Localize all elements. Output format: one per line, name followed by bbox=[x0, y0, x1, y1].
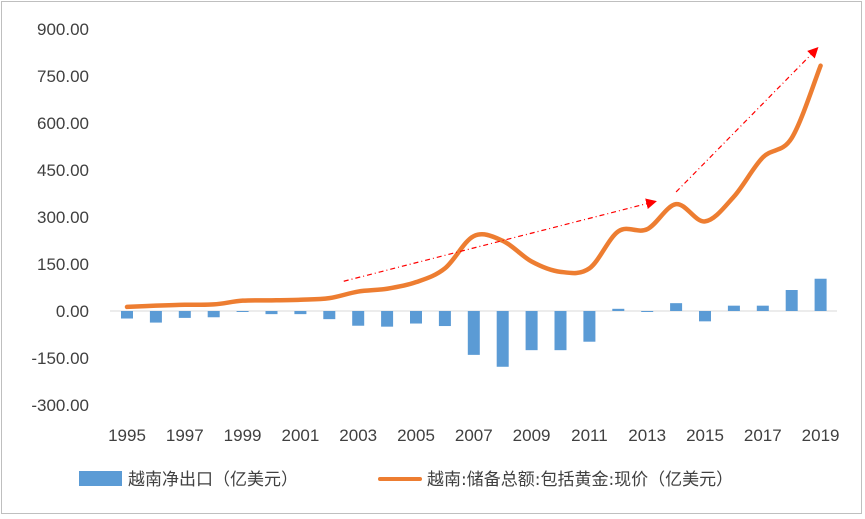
x-tick-label: 2017 bbox=[744, 426, 782, 445]
legend-label-bar: 越南净出口（亿美元） bbox=[128, 470, 298, 490]
bar-net-export bbox=[294, 311, 307, 315]
bar-net-export bbox=[785, 290, 798, 311]
bar-net-export bbox=[699, 311, 711, 322]
legend-swatch-bar bbox=[79, 471, 122, 486]
bar-net-export bbox=[438, 311, 451, 327]
bar-net-export bbox=[149, 311, 162, 323]
trend-arrow bbox=[675, 47, 819, 193]
bar-net-export bbox=[410, 311, 422, 324]
y-tick-label: 450.00 bbox=[37, 161, 89, 180]
bar-net-export bbox=[178, 311, 191, 318]
x-tick-label: 2005 bbox=[397, 426, 435, 445]
x-tick-label: 1999 bbox=[224, 426, 262, 445]
bar-net-export bbox=[352, 311, 365, 326]
bar-net-export bbox=[265, 311, 278, 315]
x-axis-ticks: 1995 1997 1999 2001 2003 2005 2007 2009 2011 2013… bbox=[108, 426, 839, 445]
bar-net-export bbox=[525, 311, 538, 351]
bar-net-export bbox=[756, 305, 769, 311]
y-tick-label: 150.00 bbox=[37, 255, 89, 274]
x-tick-label: 2007 bbox=[455, 426, 493, 445]
bar-net-export bbox=[207, 311, 220, 318]
x-tick-label: 2009 bbox=[513, 426, 551, 445]
y-tick-label: 300.00 bbox=[37, 208, 89, 227]
x-tick-label: 2003 bbox=[339, 426, 377, 445]
line-series bbox=[124, 63, 823, 310]
x-tick-label: 1995 bbox=[108, 426, 146, 445]
y-tick-label: 0.00 bbox=[56, 302, 89, 321]
trend-arrow bbox=[343, 198, 657, 282]
y-tick-label: -300.00 bbox=[31, 396, 89, 415]
bar-net-export bbox=[323, 311, 336, 320]
y-tick-label: 750.00 bbox=[37, 67, 89, 86]
legend-label-line: 越南:储备总额:包括黄金:现价（亿美元） bbox=[427, 470, 733, 490]
bar-net-export bbox=[496, 311, 509, 367]
bar-net-export bbox=[727, 305, 740, 311]
y-tick-label: -150.00 bbox=[31, 349, 89, 368]
bar-net-export bbox=[641, 311, 654, 312]
bar-net-export bbox=[236, 311, 249, 312]
bar-net-export bbox=[670, 303, 683, 311]
trend-arrows bbox=[343, 47, 819, 282]
bar-net-export bbox=[583, 311, 596, 342]
y-axis-ticks: 900.00 750.00 600.00 450.00 300.00 150.00 0.00… bbox=[31, 20, 89, 415]
x-tick-label: 2015 bbox=[686, 426, 724, 445]
x-tick-label: 1997 bbox=[166, 426, 204, 445]
y-tick-label: 600.00 bbox=[37, 114, 89, 133]
bar-net-export bbox=[381, 311, 394, 327]
bar-net-export bbox=[554, 311, 567, 351]
x-tick-label: 2011 bbox=[571, 426, 608, 445]
bar-net-export bbox=[612, 308, 625, 311]
x-tick-label: 2013 bbox=[628, 426, 666, 445]
bar-net-export bbox=[467, 311, 480, 355]
bar-series bbox=[121, 278, 827, 367]
legend: 越南净出口（亿美元） 越南:储备总额:包括黄金:现价（亿美元） bbox=[79, 470, 733, 490]
bar-net-export bbox=[121, 311, 133, 319]
x-tick-label: 2019 bbox=[802, 426, 840, 445]
y-tick-label: 900.00 bbox=[37, 20, 89, 39]
x-tick-label: 2001 bbox=[281, 426, 319, 445]
bar-net-export bbox=[814, 278, 827, 311]
line-reserves bbox=[124, 63, 823, 310]
